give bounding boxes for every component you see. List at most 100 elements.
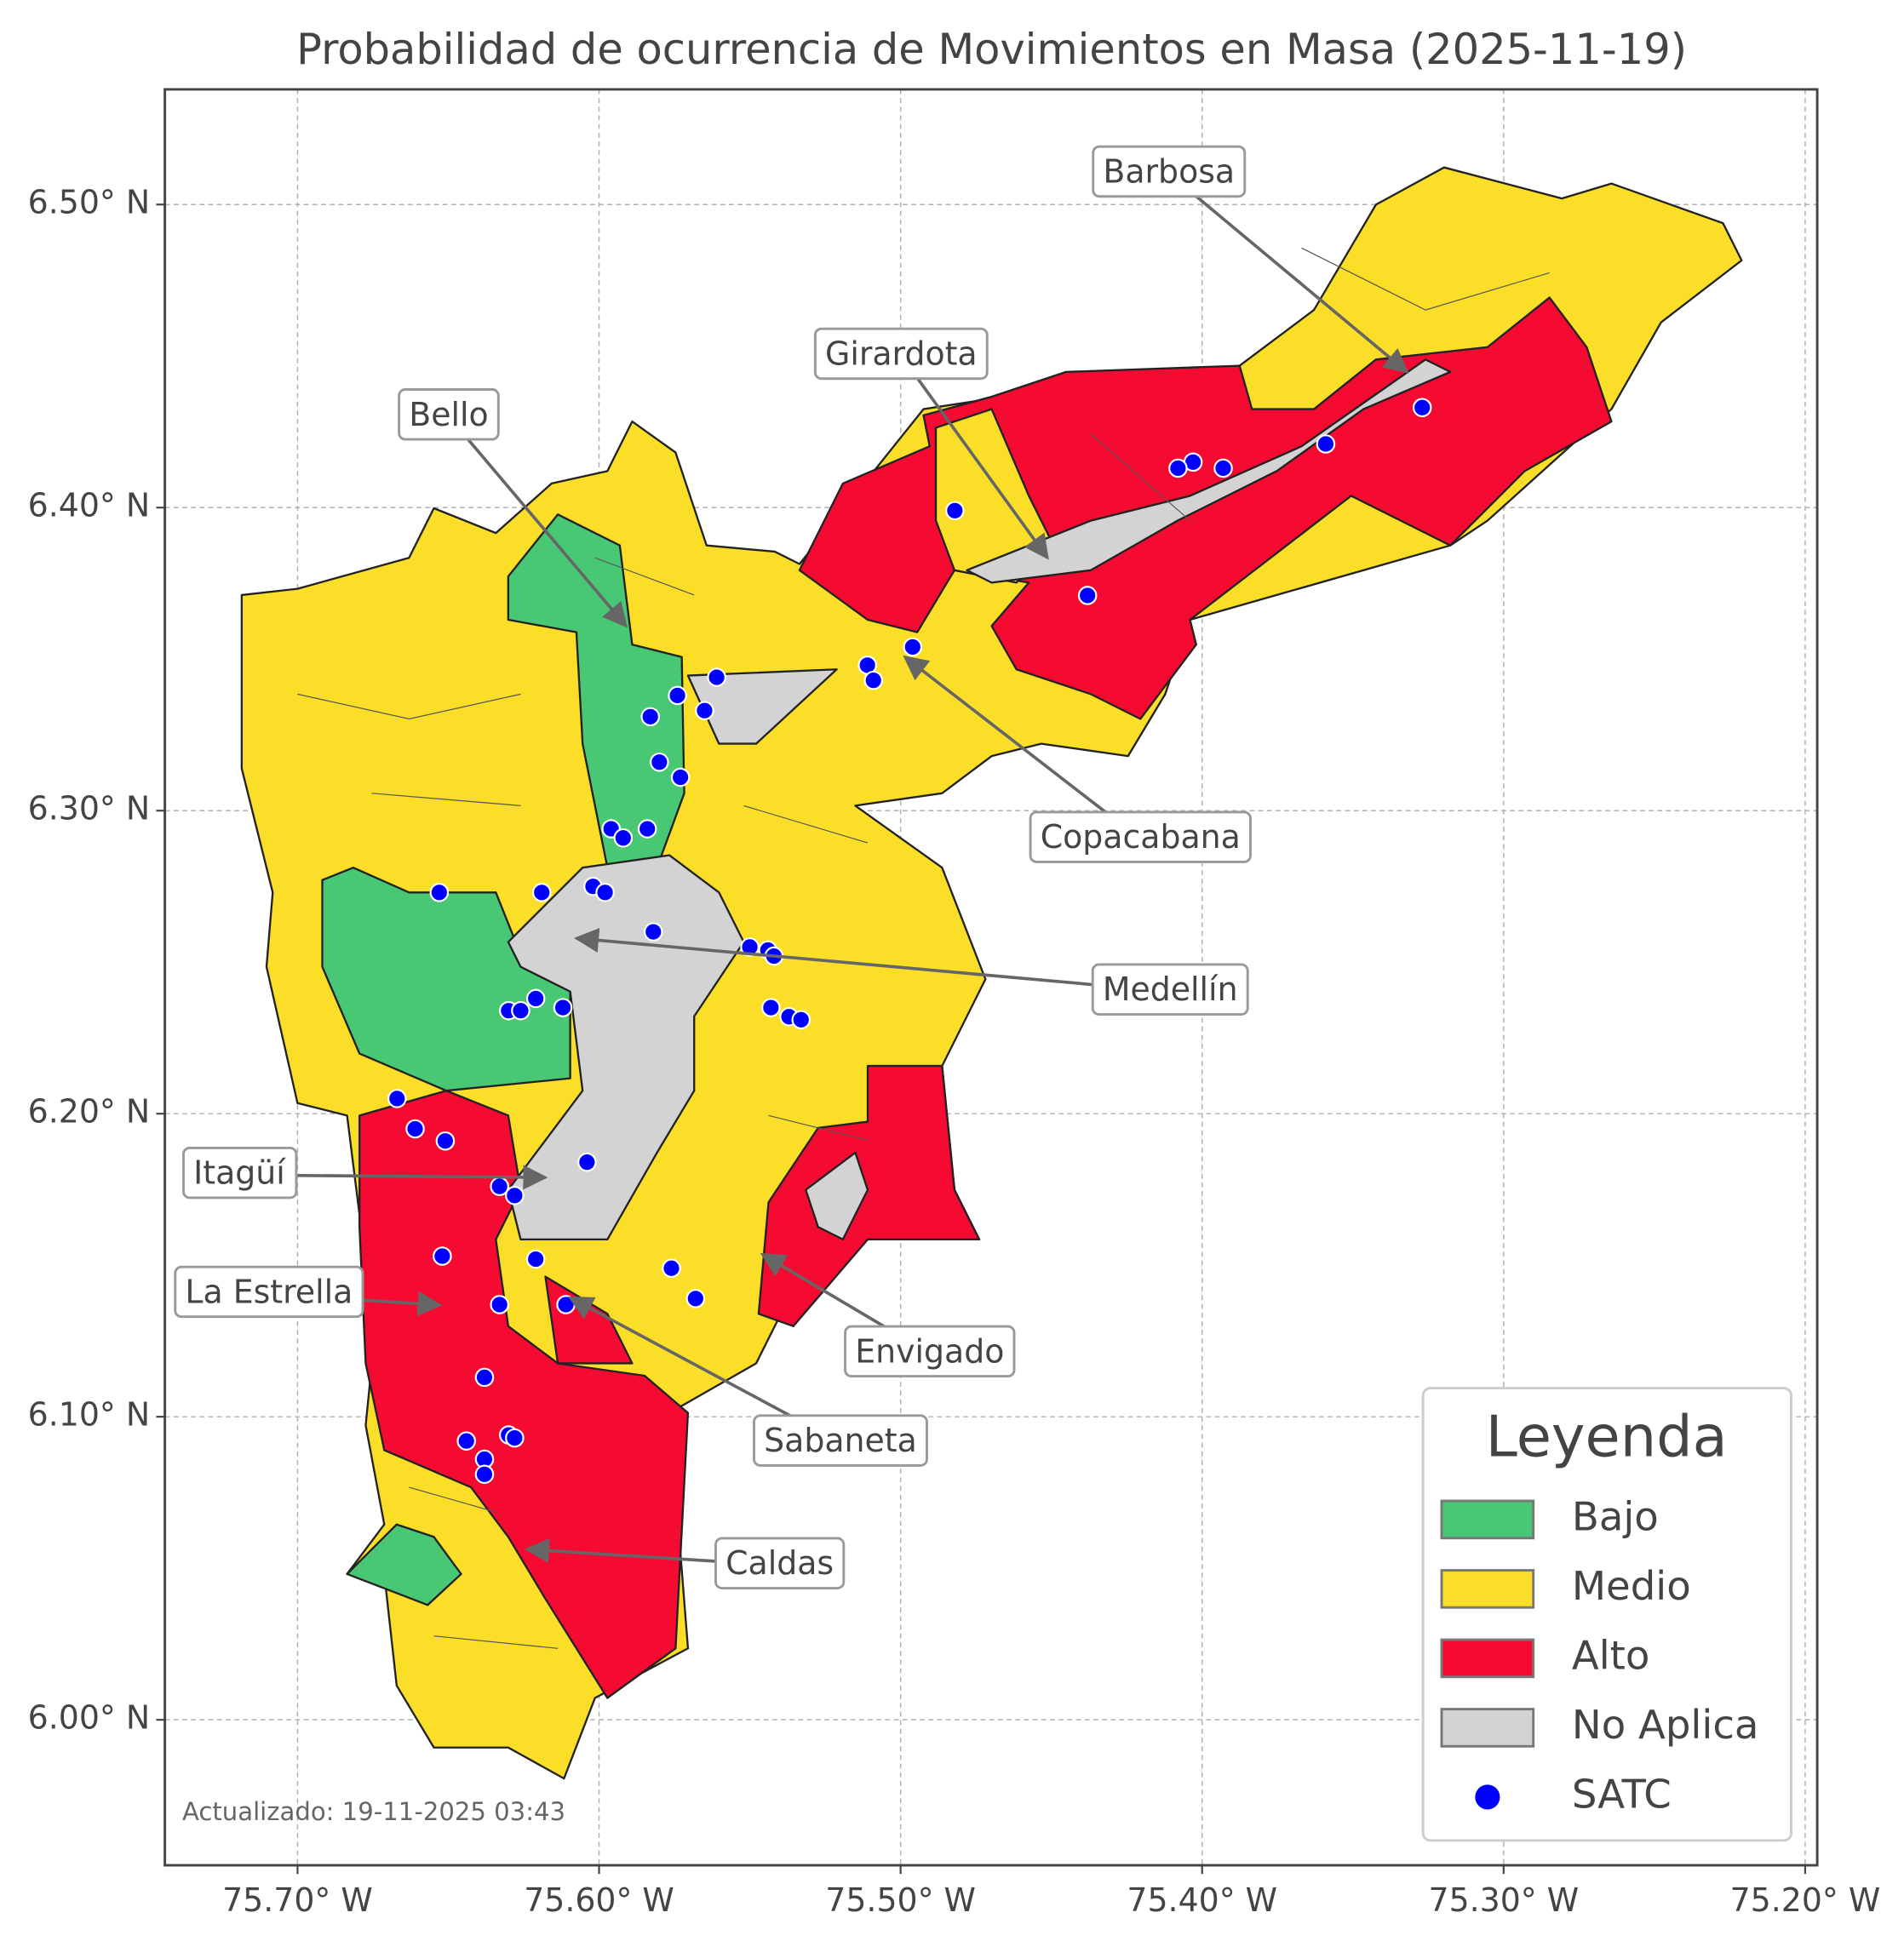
- y-tick-label: 6.50° N: [28, 184, 150, 221]
- annotation-box: [1092, 145, 1247, 198]
- station-point: [740, 937, 760, 957]
- annotation-box: [714, 1537, 846, 1589]
- annotation-arrow: [899, 354, 1049, 560]
- station-point: [1077, 586, 1098, 605]
- station-point: [577, 1152, 597, 1172]
- legend-label: Medio: [1572, 1563, 1691, 1609]
- legend-title: Leyenda: [1486, 1403, 1728, 1469]
- legend-marker: [1475, 1784, 1500, 1810]
- x-tick-label: 75.30° W: [1429, 1881, 1580, 1919]
- station-point: [662, 1258, 681, 1279]
- annotation-arrow: [574, 927, 1171, 993]
- station-point: [429, 883, 450, 902]
- annotation-box: [1029, 810, 1252, 863]
- regions: [240, 166, 1743, 1780]
- annotation-label: Barbosa: [1103, 152, 1235, 190]
- station-point: [1213, 458, 1233, 478]
- station-point: [1412, 398, 1432, 418]
- annotation-label: Sabaneta: [764, 1422, 917, 1459]
- x-tick-label: 75.50° W: [825, 1881, 976, 1919]
- annotation-arrow: [447, 415, 628, 628]
- station-point: [945, 501, 965, 521]
- station-point: [791, 1010, 811, 1030]
- annotation-box: [174, 1265, 364, 1319]
- station-point: [505, 1428, 525, 1448]
- station-point: [640, 707, 661, 727]
- y-tick-label: 6.10° N: [28, 1396, 150, 1434]
- annotation-arrow: [903, 655, 1142, 841]
- x-tick-label: 75.60° W: [524, 1881, 674, 1919]
- station-point: [695, 701, 714, 721]
- region-bajo: [507, 513, 685, 869]
- station-point: [511, 1000, 530, 1021]
- legend-label: SATC: [1572, 1771, 1672, 1817]
- annotation-label: Copacabana: [1041, 818, 1241, 856]
- legend-label: Alto: [1572, 1632, 1650, 1678]
- annotation-arrow: [1167, 172, 1409, 374]
- region-alto: [757, 1064, 981, 1327]
- station-point: [685, 1289, 706, 1308]
- annotation-label: Itagüí: [193, 1154, 286, 1192]
- annotation-box: [1091, 963, 1249, 1016]
- station-point: [525, 988, 546, 1009]
- station-point: [670, 767, 691, 787]
- legend-swatch: [1440, 1638, 1535, 1679]
- legend-label: Bajo: [1572, 1493, 1659, 1539]
- station-point: [903, 637, 923, 657]
- station-point: [433, 1246, 452, 1266]
- legend: Leyenda Bajo Medio Alto No Aplica SATC: [1421, 1387, 1792, 1842]
- station-point: [505, 1186, 525, 1205]
- station-point: [595, 883, 615, 902]
- legend-label: No Aplica: [1572, 1702, 1759, 1748]
- legend-swatch: [1440, 1569, 1535, 1609]
- y-tick-label: 6.20° N: [28, 1093, 150, 1131]
- region-no-aplica: [507, 854, 745, 1241]
- y-tick-label: 6.00° N: [28, 1699, 150, 1737]
- legend-swatch: [1440, 1499, 1535, 1540]
- station-point: [707, 667, 726, 687]
- region-no-aplica: [966, 358, 1452, 584]
- annotation-box: [813, 327, 989, 381]
- station-point: [863, 670, 884, 690]
- y-tick-label: 6.40° N: [28, 487, 150, 524]
- station-point: [405, 1119, 425, 1139]
- annotation-box: [844, 1325, 1016, 1378]
- annotation-label: Girardota: [825, 335, 978, 372]
- station-point: [474, 1367, 495, 1388]
- station-point: [525, 1249, 546, 1269]
- region-no-aplica: [686, 668, 838, 745]
- annotation-box: [182, 1146, 298, 1200]
- station-point: [650, 752, 669, 772]
- plot-frame: [163, 88, 1819, 1867]
- x-tick-label: 75.70° W: [222, 1881, 373, 1919]
- legend-swatch: [1440, 1708, 1535, 1748]
- update-note: Actualizado: 19-11-2025 03:43: [182, 1797, 565, 1826]
- station-point: [435, 1131, 456, 1151]
- annotation-label: La Estrella: [185, 1273, 353, 1310]
- region-no-aplica: [805, 1151, 869, 1241]
- station-point: [643, 922, 663, 942]
- station-point: [1168, 458, 1188, 478]
- annotation-label: Medellín: [1103, 970, 1238, 1008]
- station-point: [490, 1295, 509, 1314]
- station-point: [553, 998, 573, 1017]
- station-point: [387, 1089, 407, 1108]
- station-point: [613, 827, 634, 848]
- station-point: [474, 1464, 495, 1485]
- station-point: [531, 883, 552, 902]
- subdivision: [297, 247, 1550, 1649]
- station-point: [456, 1431, 476, 1451]
- annotation-box: [753, 1414, 928, 1467]
- station-point: [668, 685, 687, 706]
- region-alto: [798, 296, 1613, 720]
- annotation-box: [398, 388, 500, 441]
- x-tick-label: 75.20° W: [1730, 1881, 1881, 1919]
- annotation-label: Bello: [409, 396, 488, 433]
- y-tick-label: 6.30° N: [28, 790, 150, 827]
- annotation-label: Caldas: [725, 1544, 834, 1582]
- map-title: Probabilidad de ocurrencia de Movimiento…: [296, 25, 1687, 74]
- station-point: [761, 998, 781, 1017]
- x-tick-label: 75.40° W: [1127, 1881, 1277, 1919]
